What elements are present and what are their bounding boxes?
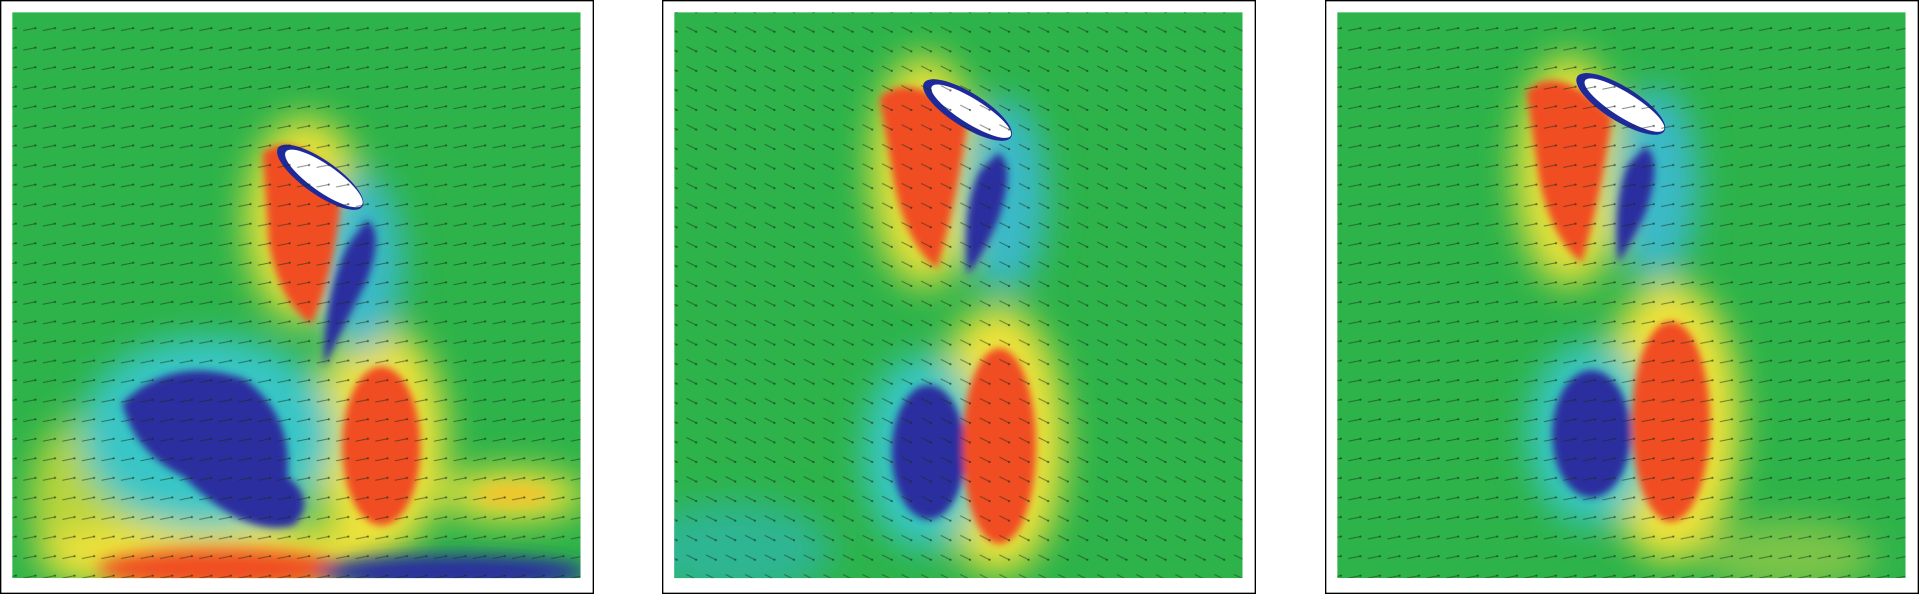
field	[1337, 12, 1906, 579]
field	[674, 12, 1243, 579]
field	[12, 12, 581, 579]
flow-panel-1	[0, 0, 594, 594]
flow-panel-3	[1325, 0, 1919, 594]
flow-panel-2	[662, 0, 1256, 594]
